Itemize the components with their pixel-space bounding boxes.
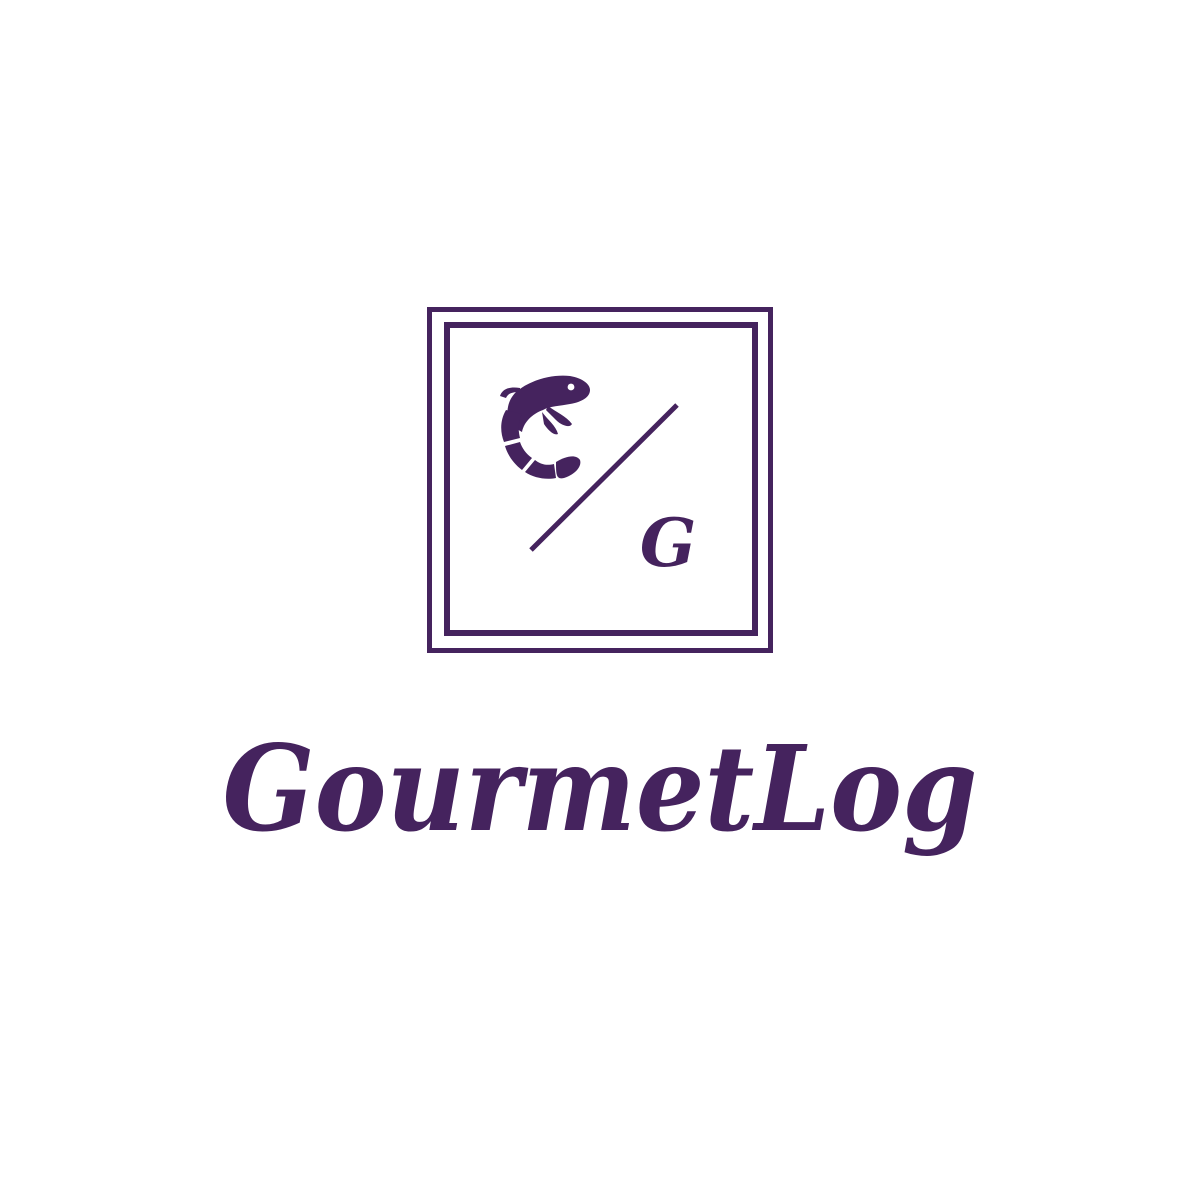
brand-name: GourmetLog bbox=[223, 719, 978, 858]
diagonal-divider bbox=[529, 403, 679, 552]
outer-frame bbox=[427, 307, 773, 653]
wordmark: GourmetLog bbox=[223, 719, 978, 858]
shrimp-icon bbox=[500, 375, 590, 479]
inner-frame bbox=[444, 322, 758, 636]
monogram-letter: G bbox=[640, 504, 696, 582]
